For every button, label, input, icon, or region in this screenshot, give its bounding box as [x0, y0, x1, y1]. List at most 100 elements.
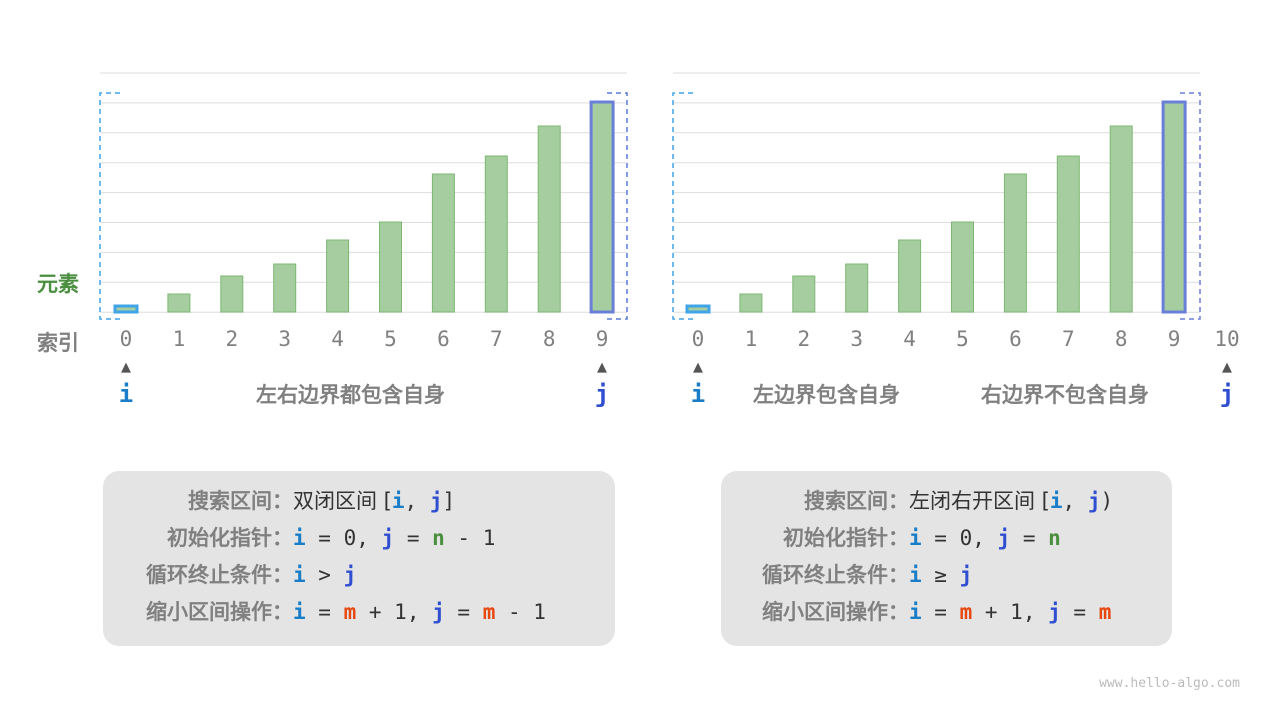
- left-index-2: 2: [225, 327, 239, 351]
- right-index-10: 10: [1214, 327, 1240, 351]
- left-rule-line: 初始化指针：i = 0, j = n - 1: [103, 520, 495, 556]
- right-i-caret-icon: ▲: [693, 360, 703, 375]
- rule-token: i: [909, 563, 922, 587]
- rule-token: j: [432, 600, 445, 624]
- rule-token: j: [381, 526, 395, 550]
- rule-token: j: [959, 563, 973, 587]
- rule-token: ,: [1062, 489, 1088, 513]
- right-bar-5: [951, 221, 974, 313]
- right-rules-box: 搜索区间：左闭右开区间 [i, j) 初始化指针：i = 0, j = n 循环终止…: [721, 471, 1172, 646]
- left-bar-7: [484, 155, 508, 313]
- rule-token: 双闭区间 [: [293, 489, 392, 513]
- right-pointer-j: j: [1219, 380, 1235, 408]
- indices-row-label: 索引: [37, 331, 79, 355]
- right-index-7: 7: [1061, 327, 1075, 351]
- rule-token: m: [482, 600, 496, 624]
- rule-value: i = 0, j = n: [909, 526, 1061, 550]
- left-rule-line: 循环终止条件：i > j: [103, 557, 356, 593]
- rule-token: j: [1087, 489, 1101, 513]
- left-index-5: 5: [384, 327, 397, 351]
- rule-token: =: [1010, 526, 1049, 550]
- right-j-caret-icon: ▲: [1222, 360, 1232, 375]
- right-index-9: 9: [1167, 327, 1181, 351]
- left-bar-8: [537, 125, 561, 313]
- right-bar-3: [845, 263, 869, 313]
- left-bar-5: [379, 221, 402, 313]
- rule-label: 初始化指针：: [783, 526, 909, 550]
- right-bar-7: [1056, 155, 1080, 313]
- rule-token: j: [429, 489, 443, 513]
- rule-token: ): [1100, 489, 1114, 513]
- elements-row-label: 元素: [37, 272, 79, 296]
- left-index-4: 4: [331, 327, 344, 351]
- left-index-3: 3: [278, 327, 292, 351]
- right-rule-line: 缩小区间操作：i = m + 1, j = m: [721, 594, 1111, 630]
- left-index-7: 7: [489, 327, 503, 351]
- left-rule-line: 搜索区间：双闭区间 [i, j]: [103, 483, 455, 519]
- left-bar-9: [589, 100, 615, 314]
- right-index-1: 1: [744, 327, 758, 351]
- right-note-right: 右边界不包含自身: [981, 383, 1149, 407]
- right-note-left: 左边界包含自身: [753, 383, 900, 407]
- rule-token: =: [444, 600, 483, 624]
- right-pointer-i: i: [690, 380, 706, 408]
- rule-label: 搜索区间：: [804, 489, 909, 513]
- right-rule-line: 初始化指针：i = 0, j = n: [721, 520, 1061, 556]
- left-index-1: 1: [172, 327, 186, 351]
- right-index-6: 6: [1009, 327, 1022, 351]
- rule-value: 双闭区间 [i, j]: [293, 489, 455, 513]
- rule-token: n: [432, 526, 445, 550]
- rule-label: 缩小区间操作：: [146, 600, 293, 624]
- right-bar-0: [685, 304, 711, 314]
- left-bar-3: [273, 263, 297, 313]
- rule-label: 缩小区间操作：: [762, 600, 909, 624]
- rule-label: 搜索区间：: [188, 489, 293, 513]
- left-bar-2: [220, 275, 244, 313]
- rule-token: + 1,: [972, 600, 1049, 624]
- rule-token: j: [1048, 600, 1061, 624]
- rule-token: j: [997, 526, 1011, 550]
- rule-token: i: [293, 563, 306, 587]
- rule-token: m: [343, 600, 357, 624]
- rule-token: i: [293, 600, 306, 624]
- left-bar-6: [431, 173, 455, 313]
- right-index-3: 3: [850, 327, 864, 351]
- rule-label: 循环终止条件：: [762, 563, 909, 587]
- rule-token: ]: [442, 489, 456, 513]
- rule-value: i > j: [293, 563, 356, 587]
- rule-token: j: [343, 563, 357, 587]
- right-index-0: 0: [691, 327, 705, 351]
- right-rule-line: 搜索区间：左闭右开区间 [i, j): [721, 483, 1113, 519]
- rule-token: + 1,: [356, 600, 433, 624]
- left-pointer-j: j: [594, 380, 610, 408]
- rule-value: i ≥ j: [909, 563, 972, 587]
- rule-token: =: [394, 526, 433, 550]
- rule-token: =: [1060, 600, 1099, 624]
- left-bar-1: [167, 293, 191, 313]
- left-pointer-i: i: [118, 380, 134, 408]
- rule-label: 循环终止条件：: [146, 563, 293, 587]
- left-index-8: 8: [542, 327, 556, 351]
- rule-token: n: [1048, 526, 1061, 550]
- rule-token: i: [293, 526, 306, 550]
- right-rule-line: 循环终止条件：i ≥ j: [721, 557, 972, 593]
- rule-token: m: [959, 600, 973, 624]
- right-right-bracket: [1180, 92, 1201, 320]
- rule-token: i: [909, 600, 922, 624]
- left-i-caret-icon: ▲: [121, 360, 131, 375]
- left-right-bracket: [607, 92, 628, 320]
- left-index-9: 9: [595, 327, 609, 351]
- rule-token: - 1: [444, 526, 496, 550]
- rule-value: i = m + 1, j = m - 1: [293, 600, 546, 624]
- right-bar-4: [898, 239, 922, 313]
- rule-token: =: [305, 600, 344, 624]
- rule-label: 初始化指针：: [167, 526, 293, 550]
- rule-token: >: [305, 563, 344, 587]
- left-index-0: 0: [119, 327, 133, 351]
- right-index-8: 8: [1114, 327, 1128, 351]
- rule-value: 左闭右开区间 [i, j): [909, 489, 1113, 513]
- right-index-2: 2: [797, 327, 811, 351]
- rule-token: i: [1049, 489, 1063, 513]
- rule-token: ,: [404, 489, 430, 513]
